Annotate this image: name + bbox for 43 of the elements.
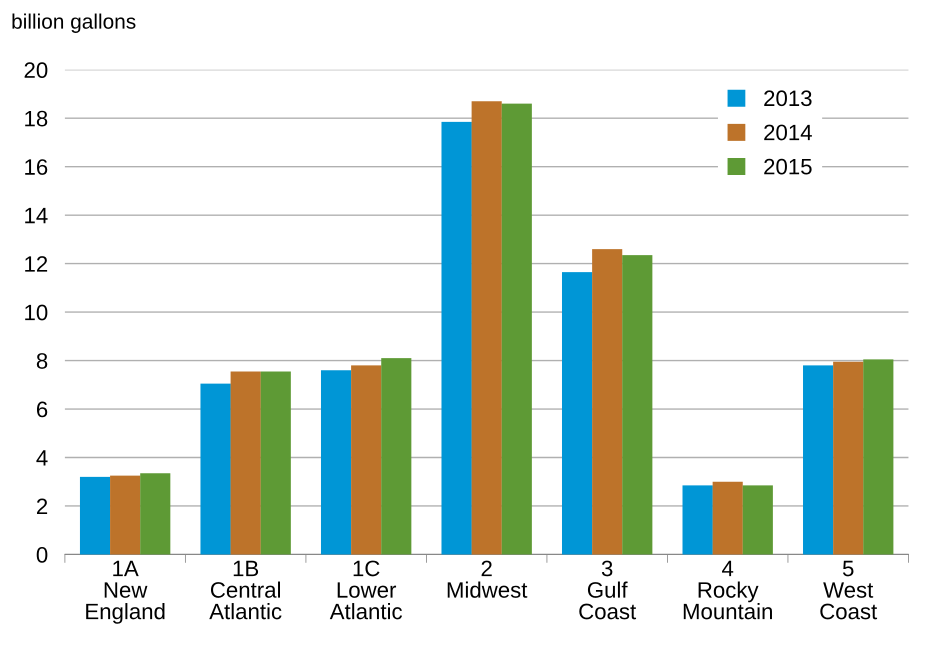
bar xyxy=(803,365,834,554)
y-tick-label: 0 xyxy=(36,546,48,563)
bar xyxy=(742,485,773,554)
x-tick-label: 5 West Coast xyxy=(820,560,878,620)
bar xyxy=(712,482,743,554)
y-tick-label: 10 xyxy=(25,304,48,320)
x-tick-label: 4 Rocky Mountain xyxy=(684,560,772,620)
bar xyxy=(381,358,412,554)
y-tick-label: 16 xyxy=(25,159,48,175)
y-tick-label: 18 xyxy=(25,110,48,126)
bar xyxy=(863,359,894,554)
bar xyxy=(140,473,170,554)
x-tick-label: 1C Lower Atlantic xyxy=(330,560,402,620)
x-tick-label: 1A New England xyxy=(86,560,164,624)
bar xyxy=(441,122,472,554)
bar xyxy=(80,476,110,554)
bar xyxy=(320,370,352,554)
y-tick-label: 20 xyxy=(24,62,48,78)
bar xyxy=(682,485,713,554)
bar xyxy=(592,249,622,554)
x-tick-label: 2 Midwest xyxy=(448,560,528,598)
bar xyxy=(833,362,864,554)
bar xyxy=(351,365,382,554)
y-axis-title: billion gallons xyxy=(12,14,136,33)
bar xyxy=(622,255,652,554)
legend-label: 2014 xyxy=(764,124,812,140)
bar xyxy=(472,101,502,554)
bar xyxy=(110,476,140,554)
x-tick-label: 3 Gulf Coast xyxy=(579,560,636,620)
y-tick-label: 6 xyxy=(36,402,48,418)
bar xyxy=(502,104,532,554)
legend-label: 2013 xyxy=(764,90,812,106)
y-tick-label: 4 xyxy=(36,450,48,466)
bar xyxy=(200,384,231,554)
y-tick-label: 2 xyxy=(36,498,48,514)
legend-label: 2015 xyxy=(764,158,812,174)
y-tick-label: 14 xyxy=(25,208,48,224)
x-tick-label: 1B Central Atlantic xyxy=(209,560,282,620)
bar xyxy=(562,272,592,554)
bar xyxy=(260,371,291,554)
y-tick-label: 8 xyxy=(36,353,48,369)
bar xyxy=(230,371,261,554)
y-tick-label: 12 xyxy=(25,256,48,272)
